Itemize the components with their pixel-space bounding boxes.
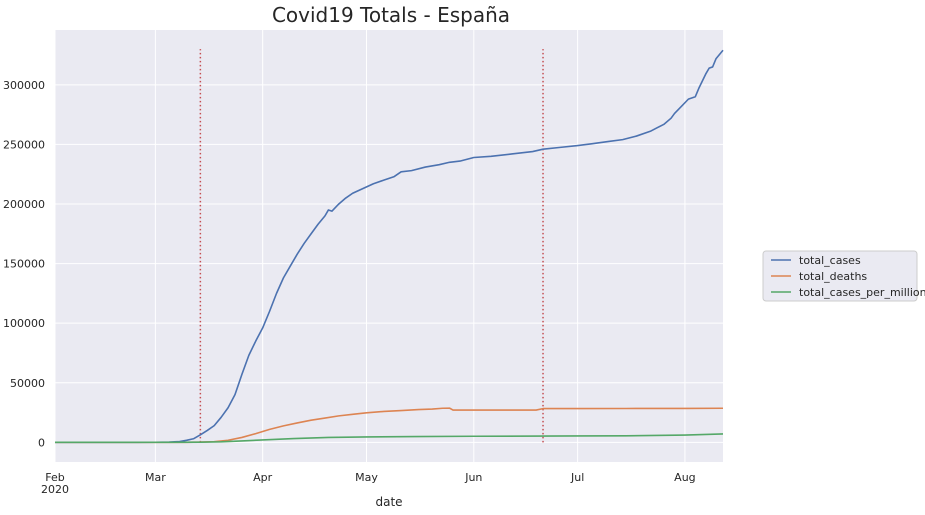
plot-area bbox=[55, 30, 723, 462]
x-tick-label: Feb bbox=[45, 471, 64, 484]
y-tick-label: 300000 bbox=[3, 79, 45, 92]
y-tick-label: 100000 bbox=[3, 317, 45, 330]
series-line-total-deaths bbox=[55, 407, 724, 444]
x-axis-title: date bbox=[375, 495, 402, 509]
y-tick-label: 150000 bbox=[3, 258, 45, 271]
x-tick-label: Mar bbox=[145, 471, 166, 484]
chart-title: Covid19 Totals - España bbox=[272, 3, 510, 27]
x-tick-label: May bbox=[355, 471, 378, 484]
x-tick-label: Aug bbox=[674, 471, 695, 484]
x-tick-label: Apr bbox=[253, 471, 273, 484]
y-tick-label: 50000 bbox=[10, 377, 45, 390]
x-tick-sublabel: 2020 bbox=[41, 483, 69, 496]
legend: total_cases total_deaths total_cases_per_m… bbox=[762, 250, 925, 302]
x-tick-label: Jul bbox=[570, 471, 584, 484]
y-tick-label: 250000 bbox=[3, 138, 45, 151]
y-tick-label: 0 bbox=[38, 436, 45, 449]
legend-box bbox=[762, 250, 918, 302]
series-line-total-cases-per-million bbox=[54, 433, 724, 444]
x-tick-label: Jun bbox=[464, 471, 482, 484]
reference-lines bbox=[199, 49, 544, 443]
series-line-total-cases bbox=[54, 49, 724, 444]
y-axis-ticks: 0 50000 100000 150000 200000 250000 300000 bbox=[3, 79, 45, 450]
legend-label: total_deaths bbox=[799, 270, 867, 283]
y-tick-label: 200000 bbox=[3, 198, 45, 211]
legend-label: total_cases bbox=[799, 254, 861, 267]
series-lines bbox=[54, 49, 724, 444]
legend-label: total_cases_per_million bbox=[799, 286, 925, 299]
